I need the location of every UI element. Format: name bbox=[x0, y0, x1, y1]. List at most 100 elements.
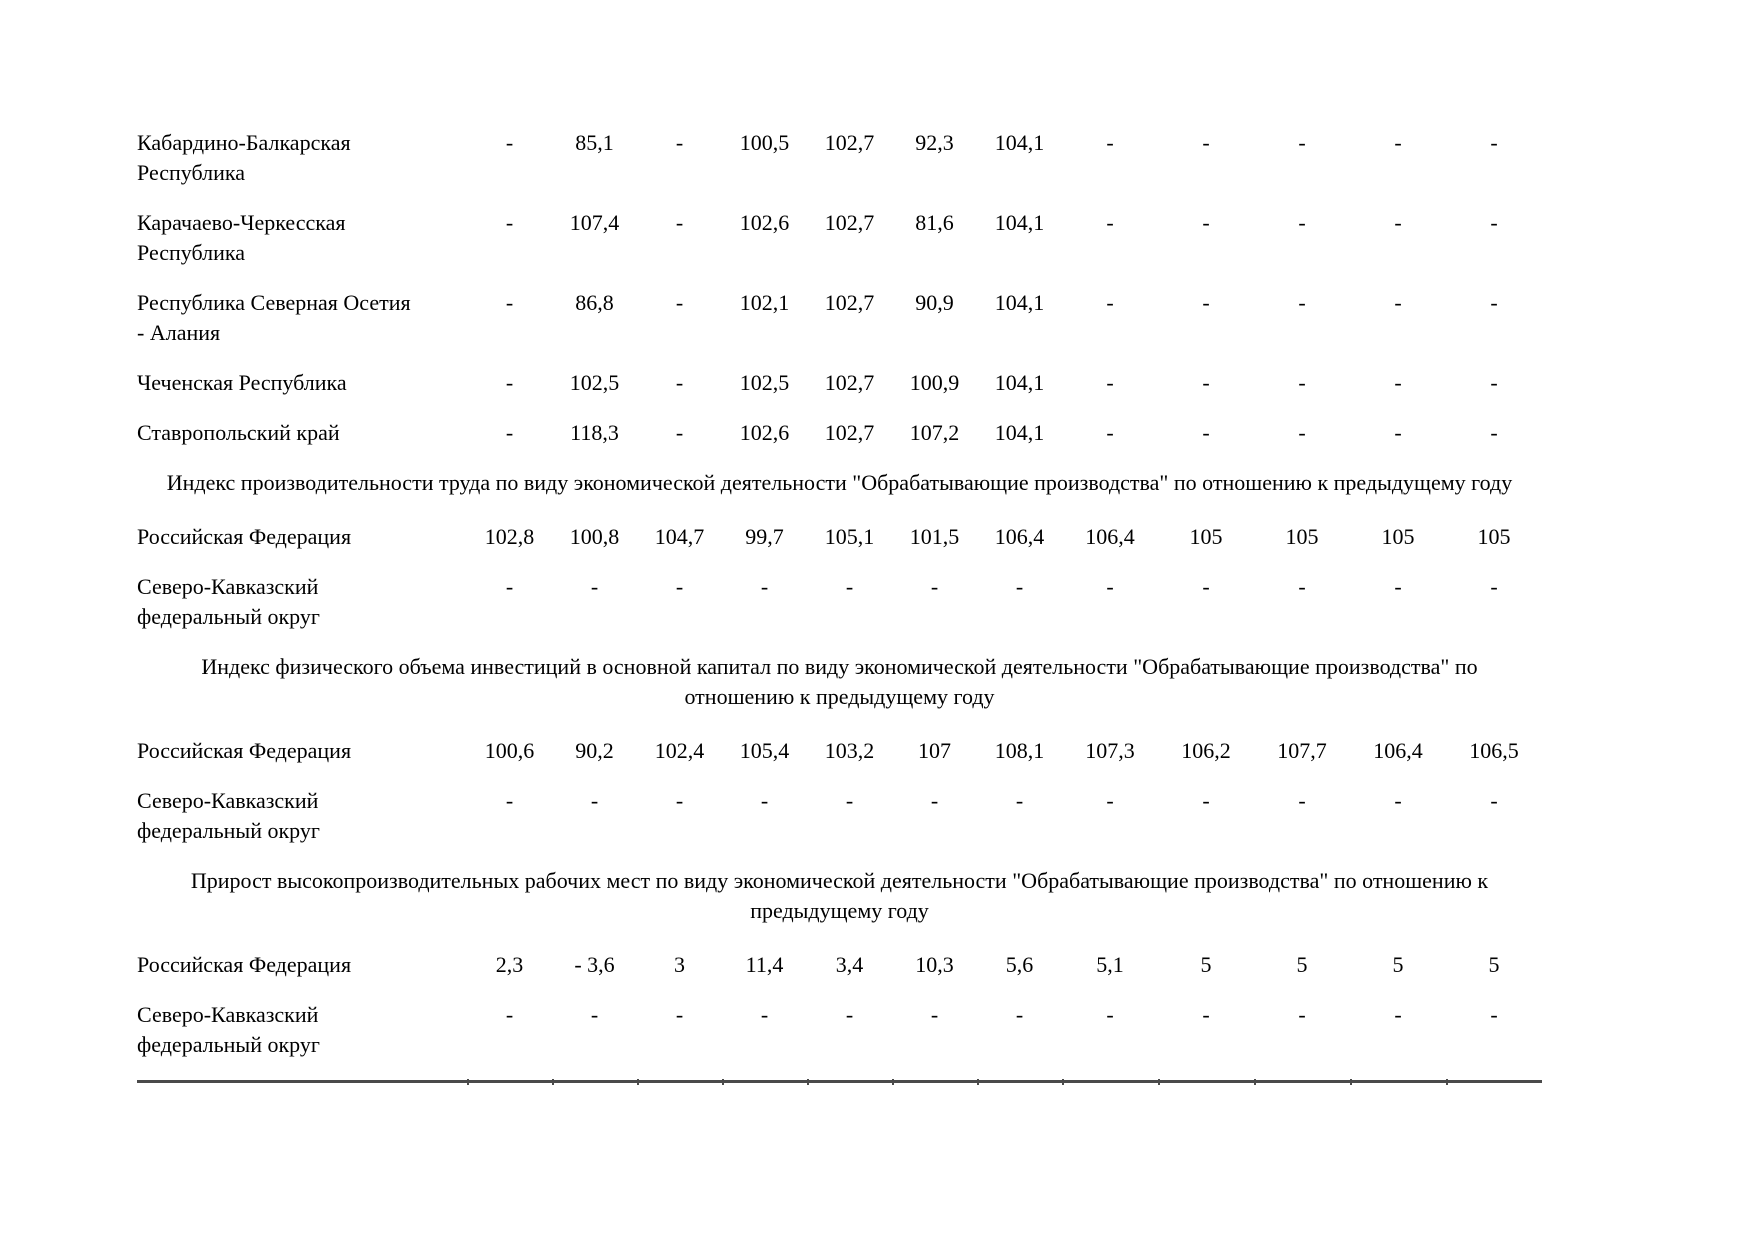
value-cell: 102,6 bbox=[739, 210, 790, 235]
value-cell: - bbox=[1490, 574, 1498, 599]
value-cell: 106,4 bbox=[1373, 738, 1423, 763]
value-cell: 108,1 bbox=[994, 738, 1045, 763]
value-cell: - bbox=[1106, 370, 1114, 395]
value-cell: - bbox=[505, 1002, 514, 1027]
table-row: Российская Федерация 2,3 - 3,6 3 11,4 3,4 10,3… bbox=[137, 950, 1542, 980]
value-cell: 5,6 bbox=[1005, 952, 1034, 977]
value-cell: 107,7 bbox=[1277, 738, 1327, 763]
value-cell: 106,2 bbox=[1181, 738, 1231, 763]
value-cell: 10,3 bbox=[915, 952, 954, 977]
value-cell: - bbox=[1490, 210, 1498, 235]
value-cell: - bbox=[1298, 420, 1306, 445]
value-cell: - bbox=[1394, 130, 1402, 155]
value-cell: - bbox=[1490, 1002, 1498, 1027]
value-cell: 100,5 bbox=[739, 130, 790, 155]
value-cell: - bbox=[1490, 420, 1498, 445]
table-row: Кабардино-Балкарская Республика - 85,1 - 100… bbox=[137, 128, 1542, 188]
value-cell: 5 bbox=[1200, 952, 1212, 977]
value-cell: 101,5 bbox=[909, 524, 960, 549]
value-cell: - bbox=[760, 788, 769, 813]
value-cell: - bbox=[845, 574, 854, 599]
region-name-cell: Российская Федерация bbox=[137, 952, 352, 977]
table-row: Северо-Кавказский федеральный округ - - - - -… bbox=[137, 572, 1542, 632]
value-cell: 102,7 bbox=[824, 210, 875, 235]
column-boundary-tick bbox=[1446, 1079, 1448, 1085]
value-cell: - bbox=[1202, 1002, 1210, 1027]
value-cell: 3,4 bbox=[835, 952, 864, 977]
value-cell: 90,9 bbox=[915, 290, 954, 315]
table-body: Кабардино-Балкарская Республика - 85,1 - 100… bbox=[137, 128, 1542, 1060]
value-cell: - bbox=[1015, 574, 1024, 599]
value-cell: - bbox=[675, 210, 684, 235]
value-cell: - bbox=[1202, 130, 1210, 155]
value-cell: 103,2 bbox=[824, 738, 875, 763]
value-cell: - bbox=[1394, 788, 1402, 813]
value-cell: - 3,6 bbox=[574, 952, 615, 977]
value-cell: - bbox=[1298, 290, 1306, 315]
value-cell: 102,1 bbox=[739, 290, 790, 315]
value-cell: - bbox=[930, 1002, 939, 1027]
column-boundary-tick bbox=[1062, 1079, 1064, 1085]
value-cell: 11,4 bbox=[745, 952, 784, 977]
value-cell: - bbox=[1298, 130, 1306, 155]
value-cell: - bbox=[1202, 788, 1210, 813]
column-boundary-tick bbox=[1158, 1079, 1160, 1085]
value-cell: 5 bbox=[1488, 952, 1500, 977]
value-cell: 104,1 bbox=[994, 370, 1045, 395]
value-cell: 92,3 bbox=[915, 130, 954, 155]
value-cell: - bbox=[930, 788, 939, 813]
value-cell: - bbox=[505, 290, 514, 315]
region-name-cell: Кабардино-Балкарская Республика bbox=[137, 130, 351, 185]
value-cell: 107 bbox=[918, 738, 951, 763]
value-cell: - bbox=[1202, 370, 1210, 395]
region-name-cell: Российская Федерация bbox=[137, 738, 352, 763]
statistics-table: Кабардино-Балкарская Республика - 85,1 - 100… bbox=[137, 128, 1542, 1085]
value-cell: - bbox=[760, 574, 769, 599]
value-cell: - bbox=[1015, 1002, 1024, 1027]
table-row: Чеченская Республика - 102,5 - 102,5 102,7 100… bbox=[137, 368, 1542, 398]
column-boundary-tick bbox=[552, 1079, 554, 1085]
region-name-cell: Северо-Кавказский федеральный округ bbox=[137, 1002, 320, 1057]
value-cell: - bbox=[845, 1002, 854, 1027]
column-boundary-tick bbox=[1350, 1079, 1352, 1085]
column-boundary-tick bbox=[467, 1079, 469, 1085]
table-row: Российская Федерация 100,6 90,2 102,4 105,4 1… bbox=[137, 736, 1542, 766]
value-cell: 86,8 bbox=[575, 290, 614, 315]
value-cell: 90,2 bbox=[575, 738, 614, 763]
value-cell: - bbox=[505, 370, 514, 395]
value-cell: 100,8 bbox=[569, 524, 620, 549]
value-cell: 100,9 bbox=[909, 370, 960, 395]
value-cell: 85,1 bbox=[575, 130, 614, 155]
value-cell: - bbox=[505, 574, 514, 599]
value-cell: - bbox=[505, 210, 514, 235]
value-cell: - bbox=[1394, 1002, 1402, 1027]
value-cell: - bbox=[1202, 290, 1210, 315]
value-cell: - bbox=[1106, 290, 1114, 315]
value-cell: 104,1 bbox=[994, 290, 1045, 315]
value-cell: - bbox=[675, 1002, 684, 1027]
value-cell: 104,7 bbox=[654, 524, 705, 549]
value-cell: 105 bbox=[1477, 524, 1511, 549]
value-cell: 102,4 bbox=[654, 738, 705, 763]
region-name-cell: Российская Федерация bbox=[137, 524, 352, 549]
table-row: Российская Федерация 102,8 100,8 104,7 99,7 1… bbox=[137, 522, 1542, 552]
value-cell: 2,3 bbox=[495, 952, 524, 977]
value-cell: 102,7 bbox=[824, 290, 875, 315]
value-cell: - bbox=[1015, 788, 1024, 813]
value-cell: - bbox=[1490, 130, 1498, 155]
value-cell: - bbox=[590, 788, 599, 813]
column-boundary-tick bbox=[807, 1079, 809, 1085]
table-bottom-border bbox=[137, 1079, 1542, 1085]
column-boundary-tick bbox=[722, 1079, 724, 1085]
value-cell: 5,1 bbox=[1096, 952, 1124, 977]
value-cell: 118,3 bbox=[570, 420, 619, 445]
value-cell: - bbox=[1490, 370, 1498, 395]
value-cell: 104,1 bbox=[994, 210, 1045, 235]
value-cell: - bbox=[1298, 370, 1306, 395]
value-cell: - bbox=[505, 788, 514, 813]
value-cell: 105,4 bbox=[739, 738, 790, 763]
value-cell: - bbox=[590, 574, 599, 599]
value-cell: - bbox=[1298, 210, 1306, 235]
value-cell: 102,8 bbox=[484, 524, 535, 549]
region-name-cell: Ставропольский край bbox=[137, 420, 340, 445]
